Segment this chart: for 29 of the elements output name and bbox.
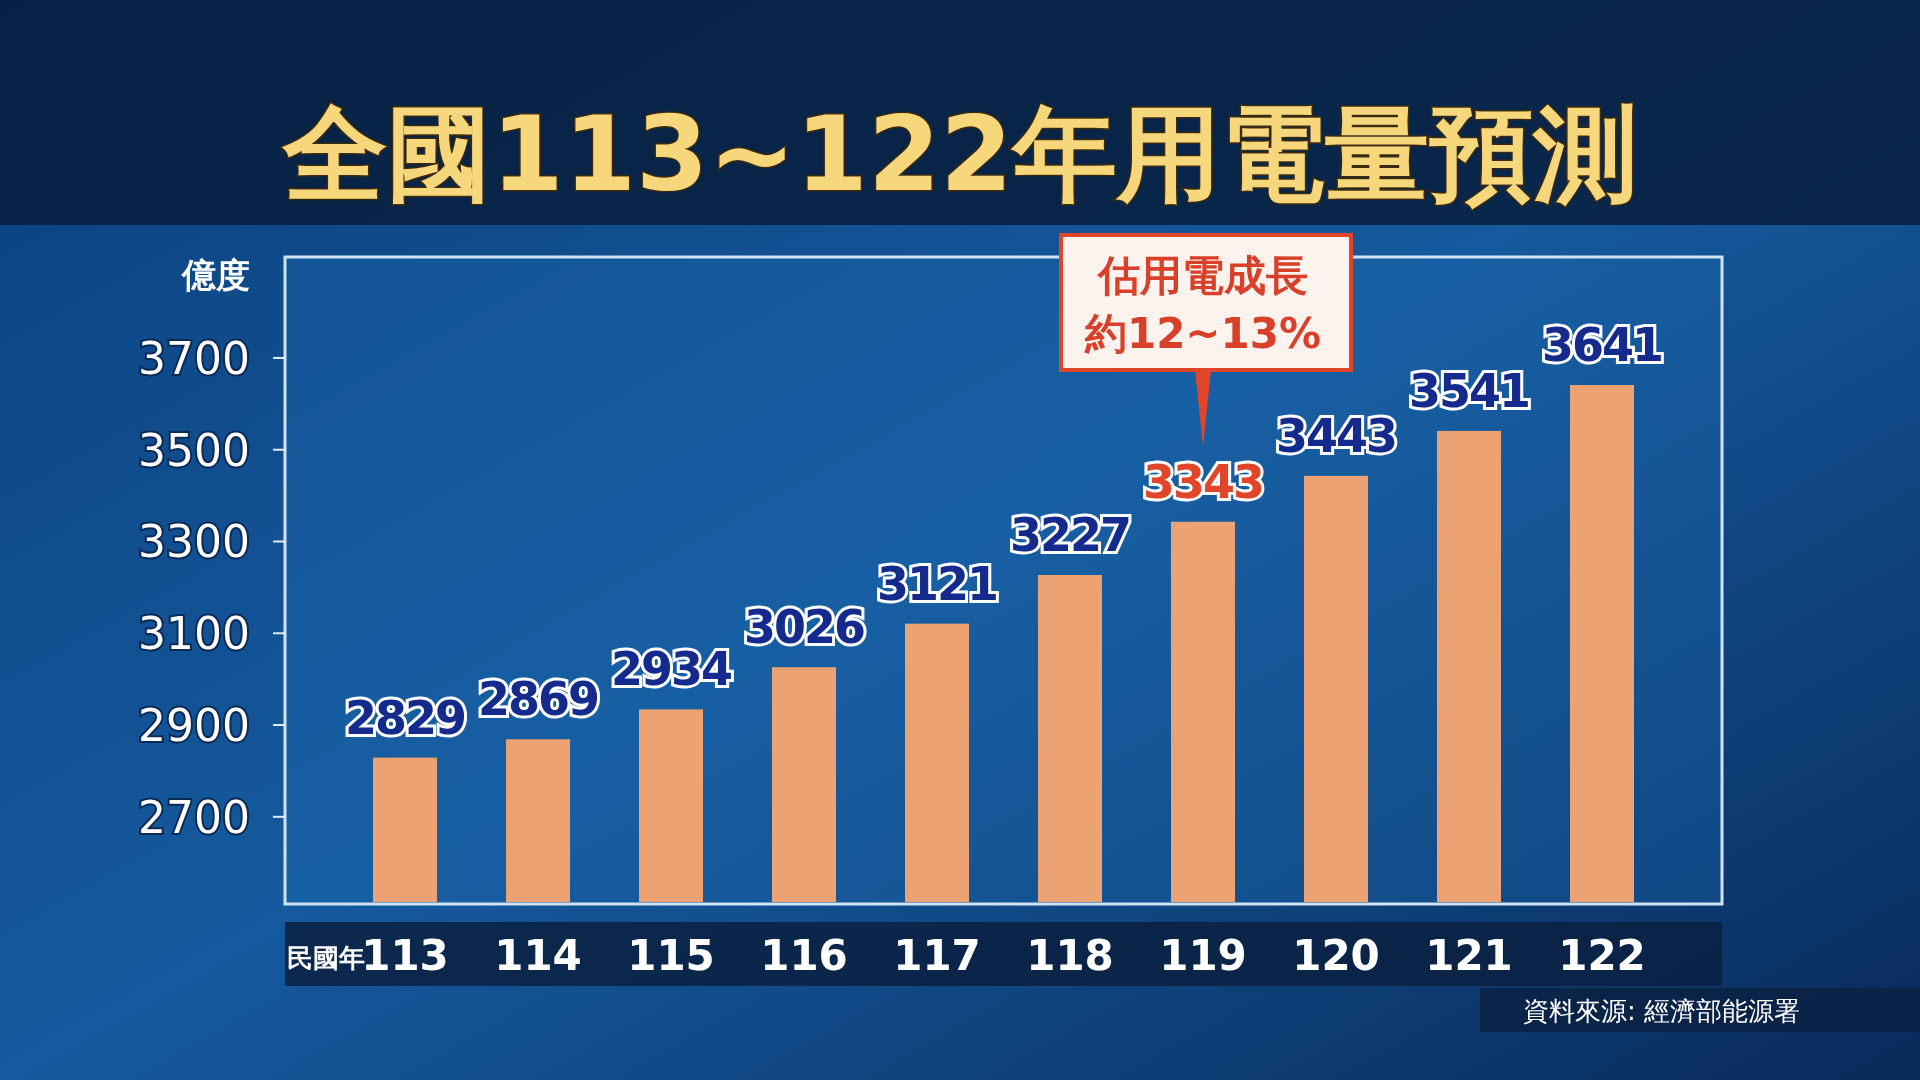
annotation: 估用電成長約12~13% bbox=[1083, 251, 1322, 358]
x-tick-label: 119 bbox=[1159, 931, 1247, 980]
x-tick-label: 116 bbox=[760, 931, 848, 980]
y-tick-label: 2900 bbox=[138, 700, 250, 752]
data-label: 3641 bbox=[1541, 318, 1663, 373]
data-label: 3541 bbox=[1408, 363, 1530, 418]
y-tick-label: 3300 bbox=[138, 516, 250, 568]
data-label: 2934 bbox=[610, 642, 732, 697]
x-tick-label: 118 bbox=[1026, 931, 1114, 980]
y-axis-title: 億度 bbox=[181, 255, 250, 295]
data-label: 3121 bbox=[876, 556, 998, 611]
source-note: 資料來源: 經濟部能源署 bbox=[1522, 996, 1800, 1026]
data-label: 2869 bbox=[477, 672, 599, 727]
x-tick-label: 114 bbox=[494, 931, 582, 980]
data-label: 3227 bbox=[1009, 507, 1131, 562]
data-label: 2829 bbox=[344, 690, 466, 745]
x-tick-label: 120 bbox=[1292, 931, 1380, 980]
data-label: 3343 bbox=[1142, 454, 1264, 509]
x-tick-label: 121 bbox=[1425, 931, 1513, 980]
chart-title: 全國113~122年用電量預測 bbox=[281, 93, 1637, 215]
y-tick-label: 2700 bbox=[138, 791, 250, 843]
y-tick-label: 3100 bbox=[138, 608, 250, 660]
data-label: 3443 bbox=[1275, 408, 1397, 463]
y-tick-label: 3500 bbox=[138, 424, 250, 476]
x-tick-label: 117 bbox=[893, 931, 981, 980]
y-tick-label: 3700 bbox=[138, 332, 250, 384]
x-tick-label: 122 bbox=[1558, 931, 1646, 980]
x-tick-label: 115 bbox=[627, 931, 715, 980]
data-label: 3026 bbox=[743, 600, 865, 655]
